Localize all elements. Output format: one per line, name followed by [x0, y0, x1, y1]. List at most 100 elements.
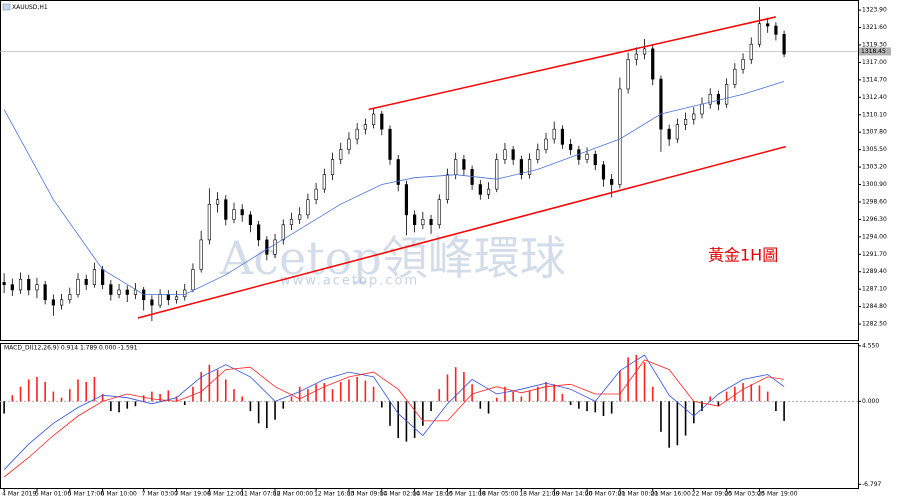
x-tick-label: 25 Mar 19:00 — [757, 491, 797, 498]
macd-label: MACD_DI(12,26,9) 0.914 1.789 0.000 -1.59… — [4, 345, 138, 352]
x-tick-label: 4 Mar 2019 — [2, 491, 36, 498]
candle-body — [68, 294, 72, 301]
candle-body — [692, 113, 696, 120]
x-tick-label: 20 Mar 07:00 — [585, 491, 625, 498]
macd-panel — [0, 343, 859, 489]
candle-body — [298, 214, 302, 220]
y-tick-label: 1300.90 — [862, 181, 887, 188]
trend-line — [137, 145, 786, 319]
candle-body — [257, 224, 261, 241]
y-tick-label: 1287.10 — [862, 286, 887, 293]
candle-body — [495, 159, 499, 190]
candle-body — [782, 34, 786, 55]
y-tick-label: 4.550 — [862, 342, 879, 349]
candle-body — [191, 269, 195, 291]
candle-body — [76, 279, 80, 295]
y-tick-label: 1289.40 — [862, 268, 887, 275]
trend-line — [368, 16, 777, 111]
bid-label: 1318.45 — [861, 48, 886, 55]
candle-body — [133, 289, 138, 295]
x-tick-label: 6 Mar 10:00 — [101, 491, 137, 498]
symbol-icon — [2, 3, 11, 11]
candle-body — [593, 153, 597, 166]
candle-body — [43, 284, 47, 301]
x-tick-label: 7 Mar 03:00 — [142, 491, 178, 498]
candle-body — [683, 119, 688, 125]
candle-body — [215, 199, 220, 205]
y-tick-label: 1282.50 — [862, 321, 887, 328]
x-tick-label: 5 Mar 17:00 — [68, 491, 104, 498]
candle-body — [27, 279, 31, 291]
x-tick-label: 8 Mar 12:00 — [207, 491, 243, 498]
moving-average — [3, 81, 785, 295]
candle-body — [634, 53, 638, 60]
candle-body — [84, 279, 88, 285]
y-tick-label: 1305.50 — [862, 146, 887, 153]
x-tick-label: 7 Mar 19:00 — [175, 491, 211, 498]
candle-body — [2, 282, 6, 285]
y-tick-label: -6.797 — [862, 481, 882, 488]
candle-body — [232, 209, 236, 220]
candle-body — [396, 159, 400, 185]
candle-body — [306, 199, 310, 216]
candle-body — [766, 23, 770, 27]
candle-body — [651, 48, 655, 80]
x-tick-label: 11 Mar 07:00 — [240, 491, 280, 498]
candle-body — [158, 294, 162, 306]
main-panel — [0, 0, 859, 341]
x-tick-label: 19 Mar 14:00 — [552, 491, 592, 498]
candle-body — [536, 149, 540, 160]
x-tick-label: 12 Mar 16:00 — [314, 491, 354, 498]
candle-body — [585, 153, 589, 160]
x-tick-label: 25 Mar 03:00 — [725, 491, 765, 498]
candle-body — [511, 149, 515, 160]
candle-body — [725, 84, 729, 105]
y-tick-label: 1291.70 — [862, 251, 887, 258]
candle-body — [610, 178, 614, 185]
candle-body — [125, 289, 129, 295]
y-tick-label: 1314.70 — [862, 76, 887, 83]
candle-body — [224, 199, 228, 220]
candle-body — [404, 184, 409, 216]
candle-body — [503, 149, 507, 160]
x-tick-label: 14 Mar 18:00 — [413, 491, 453, 498]
y-tick-label: 1307.80 — [862, 129, 887, 136]
candle-body — [733, 68, 737, 85]
candle-body — [240, 209, 244, 216]
x-tick-label: 21 Mar 16:00 — [651, 491, 691, 498]
y-tick-label: 1312.40 — [862, 94, 887, 101]
y-tick-label: 1303.20 — [862, 164, 887, 171]
candle-body — [486, 188, 491, 195]
candle-body — [388, 128, 392, 160]
bid-box — [859, 47, 891, 56]
candle-body — [560, 128, 565, 145]
candle-body — [700, 103, 704, 115]
candle-body — [314, 188, 318, 200]
candle-body — [199, 239, 203, 270]
annotation: 黃金1H圖 — [708, 246, 778, 265]
x-tick-label: 15 Mar 11:00 — [445, 491, 485, 498]
candle-body — [659, 78, 663, 130]
candle-body — [421, 219, 425, 226]
y-tick-label: 1321.60 — [862, 24, 887, 31]
y-tick-label: 1296.30 — [862, 216, 887, 223]
y-tick-label: 1323.90 — [862, 7, 887, 14]
macd-main — [3, 354, 785, 470]
candle-body — [618, 88, 622, 185]
watermark-brand: Acetop領峰環球 — [219, 231, 566, 285]
x-tick-label: 18 Mar 21:00 — [519, 491, 559, 498]
candle-body — [371, 113, 376, 125]
candle-body — [18, 279, 23, 291]
candle-body — [363, 124, 367, 130]
candle-body — [281, 224, 285, 241]
candle-body — [642, 48, 647, 55]
candle-body — [166, 294, 170, 301]
candle-body — [347, 138, 351, 150]
candle-body — [519, 159, 523, 175]
candle-body — [273, 239, 277, 255]
x-tick-label: 22 Mar 09:00 — [692, 491, 732, 498]
candle-body — [117, 289, 121, 295]
x-tick-label: 12 Mar 00:00 — [273, 491, 313, 498]
candle-body — [774, 25, 778, 35]
